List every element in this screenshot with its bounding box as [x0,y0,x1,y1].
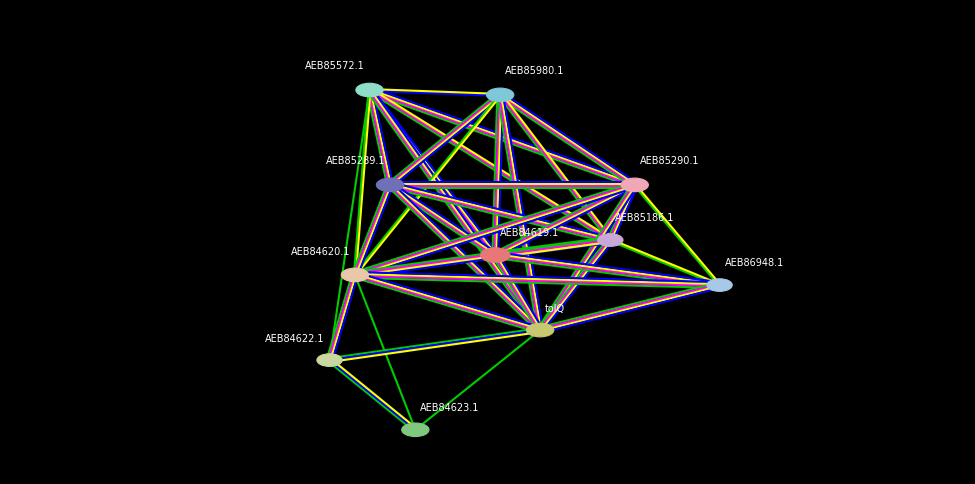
Circle shape [317,354,342,366]
Circle shape [481,248,510,262]
Circle shape [487,88,514,102]
Circle shape [376,178,404,192]
Text: tolQ: tolQ [545,303,566,314]
Text: AEB84619.1: AEB84619.1 [500,227,560,238]
Circle shape [598,234,623,246]
Text: AEB85290.1: AEB85290.1 [640,156,699,166]
Text: AEB86948.1: AEB86948.1 [724,257,784,268]
Text: AEB85980.1: AEB85980.1 [505,65,565,76]
Text: AEB85289.1: AEB85289.1 [326,156,385,166]
Text: AEB85572.1: AEB85572.1 [305,60,365,71]
Text: AEB84622.1: AEB84622.1 [265,333,325,344]
Text: AEB84623.1: AEB84623.1 [420,403,480,413]
Text: AEB85186.1: AEB85186.1 [615,212,675,223]
Circle shape [621,178,648,192]
Text: AEB84620.1: AEB84620.1 [291,247,350,257]
Circle shape [707,279,732,291]
Circle shape [341,268,369,282]
Circle shape [402,423,429,437]
Circle shape [356,83,383,97]
Circle shape [526,323,554,337]
